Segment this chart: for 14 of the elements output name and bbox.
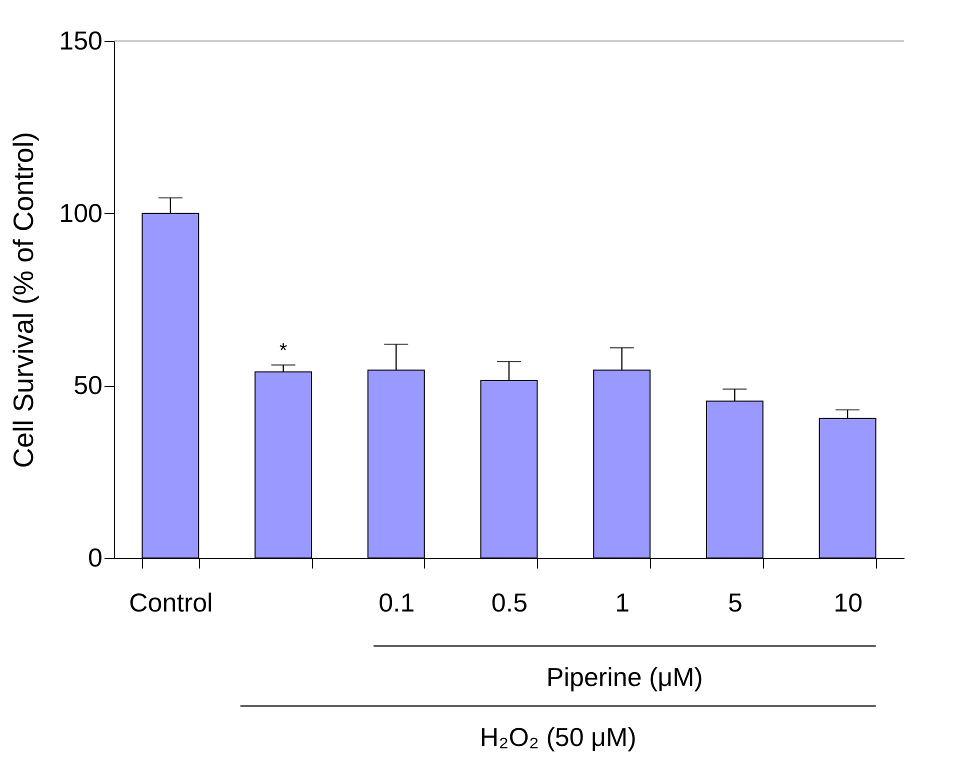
x-tick-label: Control <box>129 588 213 618</box>
x-tick-label: 0.1 <box>378 588 415 618</box>
y-axis-title: Cell Survival (% of Control) <box>8 132 40 468</box>
y-tick-label: 0 <box>88 542 102 572</box>
data-label: * <box>279 340 288 362</box>
x-tick-label: 10 <box>834 588 863 618</box>
text: Piperine (μM) <box>546 662 703 692</box>
x-tick-label: 1 <box>615 588 630 618</box>
y-tick-label: 150 <box>59 26 102 56</box>
x-tick-label: 5 <box>728 588 742 618</box>
text: H₂O₂ (50 μM) <box>480 722 636 752</box>
y-tick-label: 100 <box>59 198 102 228</box>
x-tick-label: 0.5 <box>491 588 528 618</box>
y-tick-label: 50 <box>74 370 102 400</box>
